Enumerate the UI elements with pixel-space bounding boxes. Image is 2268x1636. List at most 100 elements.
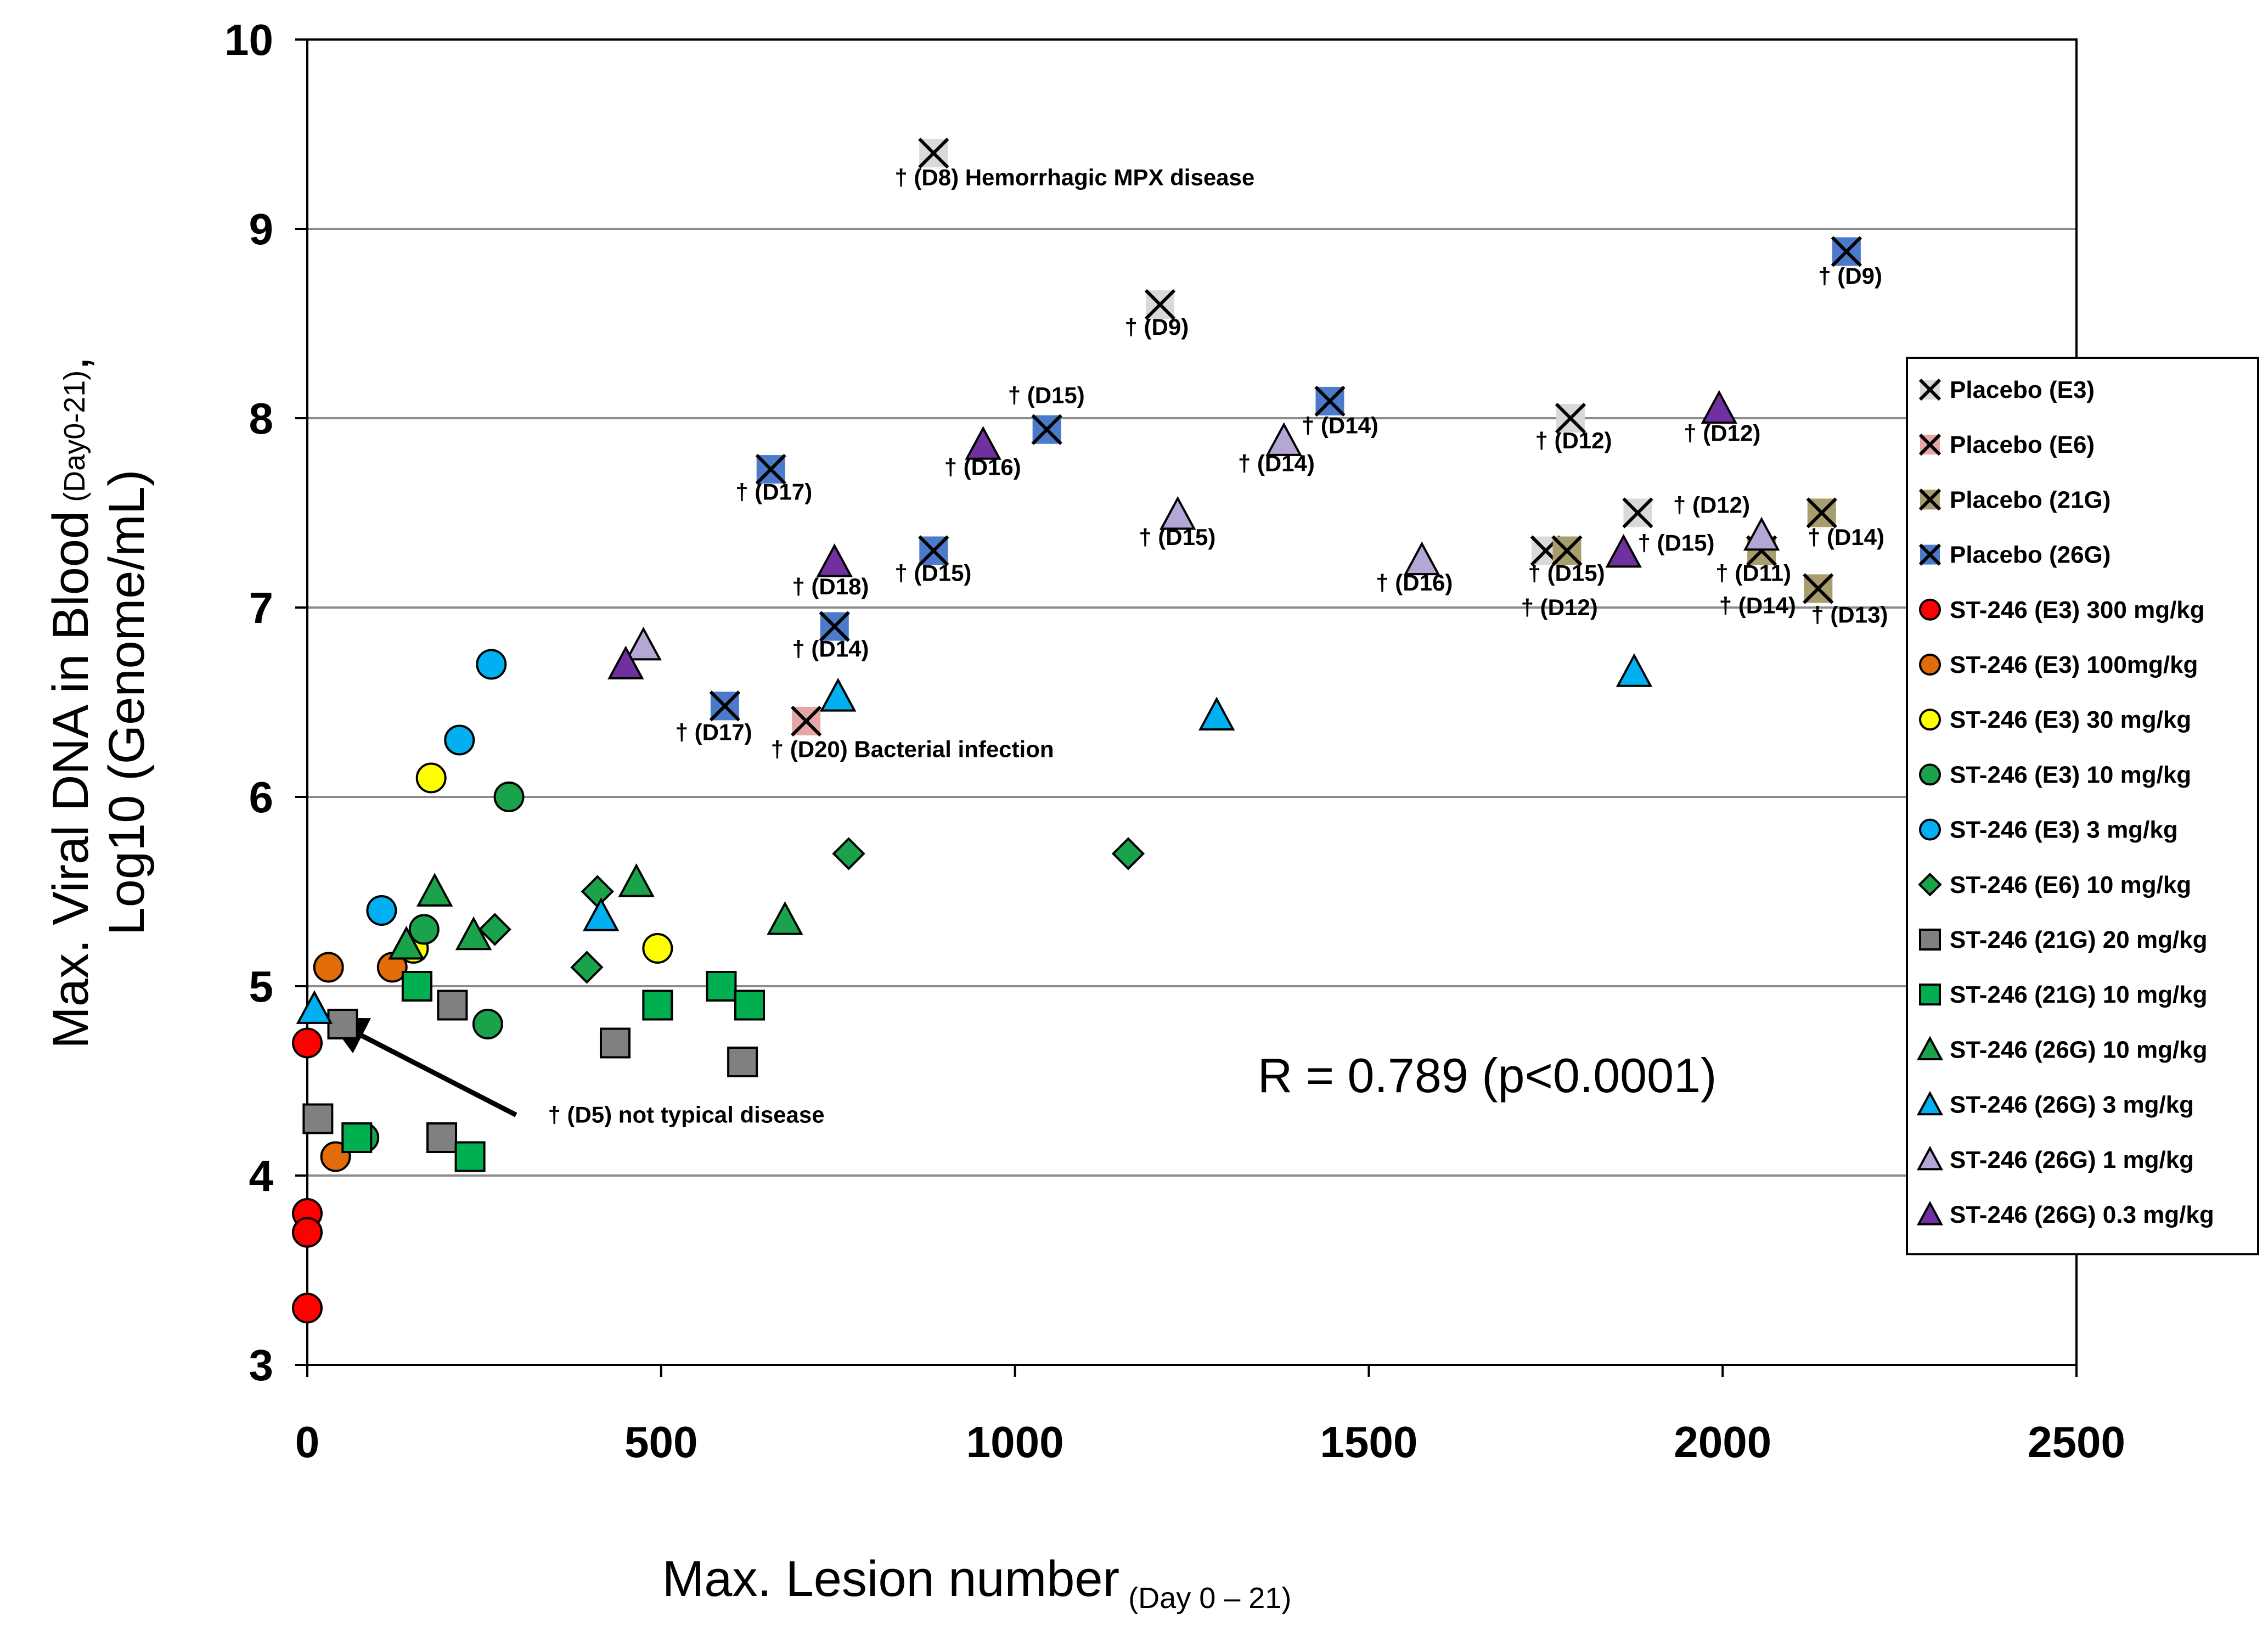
annotation-label: † (D14) — [1808, 524, 1884, 550]
data-point — [1743, 516, 1780, 551]
data-point — [1551, 535, 1583, 566]
legend-item: ST-246 (26G) 3 mg/kg — [1916, 1090, 2194, 1118]
annotation-label: † (D14) — [1719, 592, 1796, 618]
legend-item: ST-246 (E3) 10 mg/kg — [1919, 761, 2191, 788]
legend-item: ST-246 (26G) 1 mg/kg — [1916, 1145, 2194, 1173]
data-point — [302, 1103, 334, 1134]
data-point-stroke-b — [1803, 573, 1834, 604]
legend-item: ST-246 (26G) 0.3 mg/kg — [1916, 1201, 2214, 1228]
data-point — [570, 951, 604, 984]
data-point — [1403, 541, 1440, 576]
legend-label: ST-246 (E3) 300 mg/kg — [1950, 597, 2205, 623]
data-point — [296, 990, 333, 1024]
data-point — [642, 990, 673, 1021]
data-point-stroke-b — [918, 137, 949, 169]
data-point — [706, 971, 737, 1002]
data-point — [472, 1009, 503, 1039]
annotation-label: † (D15) — [1008, 382, 1085, 408]
legend-marker — [1919, 763, 1941, 786]
data-point-stroke-b — [1831, 236, 1862, 267]
data-point — [1265, 422, 1302, 456]
legend-item: Placebo (E3) — [1918, 376, 2095, 403]
data-point — [965, 426, 1001, 460]
data-point — [493, 782, 525, 812]
x-tick-label: 1000 — [966, 1418, 1064, 1466]
data-point-stroke-b — [791, 705, 822, 737]
data-point-stroke-b — [1314, 385, 1346, 417]
x-tick-label: 0 — [295, 1418, 320, 1466]
legend-label: ST-246 (21G) 20 mg/kg — [1950, 926, 2208, 953]
legend-item: ST-246 (21G) 10 mg/kg — [1919, 981, 2208, 1008]
data-point — [478, 913, 511, 946]
series-9 — [478, 837, 1145, 984]
data-point — [444, 724, 475, 756]
data-point — [292, 1027, 323, 1059]
data-point — [1605, 533, 1642, 568]
data-point — [1198, 696, 1235, 731]
data-point — [1031, 414, 1062, 445]
legend-item: ST-246 (E6) 10 mg/kg — [1918, 872, 2191, 898]
y-axis-label-line2: Log10 (Genome/mL) — [99, 470, 155, 936]
data-point — [437, 990, 468, 1021]
data-point — [791, 705, 822, 737]
data-point — [918, 535, 949, 566]
data-point — [819, 678, 857, 712]
legend-label: ST-246 (E6) 10 mg/kg — [1950, 872, 2191, 898]
legend-marker — [1919, 983, 1941, 1006]
y-tick-label: 9 — [249, 205, 274, 254]
data-point — [476, 649, 507, 680]
legend-label: ST-246 (E3) 100mg/kg — [1950, 651, 2198, 678]
data-point — [408, 914, 440, 945]
data-point — [709, 690, 740, 722]
legend-marker-stroke-b — [1918, 543, 1941, 566]
annotation-arrow — [327, 1017, 517, 1117]
data-point — [755, 454, 786, 485]
series-4 — [292, 1027, 323, 1324]
series-5 — [313, 952, 408, 1172]
legend-marker — [1919, 929, 1941, 951]
data-point — [734, 990, 765, 1021]
data-point — [426, 1122, 458, 1153]
data-point — [292, 1217, 323, 1248]
legend: Placebo (E3) Placebo (E6) Placebo (21G) Pla… — [1906, 357, 2259, 1256]
data-point-stroke-b — [1806, 497, 1837, 529]
y-axis-label-line1: Max. Viral DNA in Blood(Day0-21), — [43, 356, 99, 1049]
data-point-stroke-b — [918, 535, 949, 566]
legend-label: ST-246 (26G) 3 mg/kg — [1950, 1092, 2194, 1118]
data-point — [819, 611, 850, 642]
data-point — [625, 626, 662, 661]
legend-marker — [1916, 1201, 1944, 1225]
data-point — [455, 916, 492, 951]
x-tick-label: 500 — [624, 1418, 697, 1466]
series-14 — [625, 422, 1780, 661]
data-point — [918, 137, 949, 169]
data-point — [313, 952, 344, 983]
legend-label: ST-246 (E3) 30 mg/kg — [1950, 706, 2191, 733]
data-point — [618, 863, 655, 897]
legend-marker — [1919, 709, 1941, 731]
legend-label: Placebo (26G) — [1950, 542, 2111, 569]
legend-marker — [1918, 434, 1941, 456]
annotation-label: † (D18) — [792, 574, 869, 599]
data-point — [1555, 402, 1586, 434]
legend-marker — [1918, 873, 1942, 897]
data-point — [416, 873, 453, 907]
series-0 — [918, 137, 1653, 566]
legend-item: Placebo (21G) — [1918, 486, 2111, 513]
y-tick-label: 4 — [249, 1151, 274, 1200]
data-point — [1314, 385, 1346, 417]
data-point-stroke-b — [1144, 289, 1176, 321]
annotation-label: † (D14) — [1302, 413, 1378, 438]
legend-marker — [1919, 654, 1941, 676]
legend-marker — [1919, 598, 1941, 621]
data-point — [1803, 573, 1834, 604]
annotation-label: † (D20) Bacterial infection — [771, 737, 1054, 762]
legend-label: Placebo (21G) — [1950, 486, 2111, 513]
series-10 — [302, 990, 758, 1153]
legend-marker — [1916, 1036, 1944, 1060]
legend-marker — [1916, 1090, 1944, 1116]
data-point-stroke-b — [1551, 535, 1583, 566]
legend-item: ST-246 (21G) 20 mg/kg — [1919, 926, 2208, 953]
